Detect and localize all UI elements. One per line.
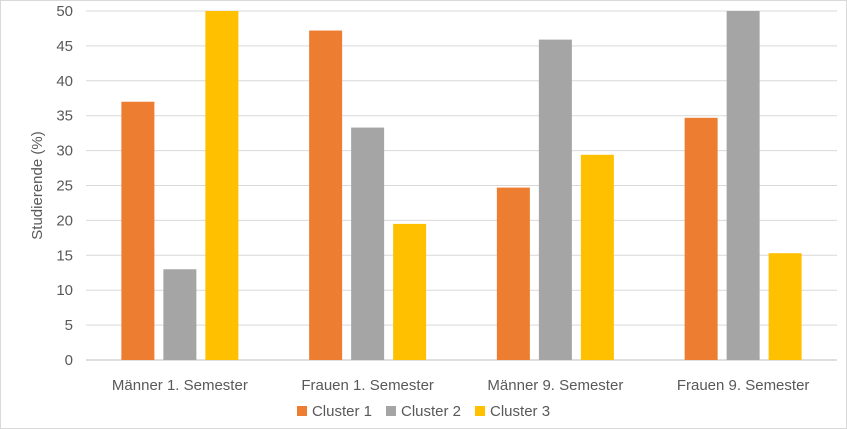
- legend-item: Cluster 2: [385, 402, 462, 420]
- y-tick-label: 10: [56, 282, 73, 299]
- y-tick-label: 40: [56, 73, 73, 90]
- bar: [684, 117, 718, 360]
- y-tick-label: 20: [56, 212, 73, 229]
- y-tick-label: 35: [56, 108, 73, 125]
- legend-label: Cluster 2: [400, 402, 462, 420]
- bar: [163, 269, 197, 360]
- x-tick-label: Männer 1. Semester: [112, 377, 248, 394]
- bar: [496, 187, 530, 360]
- y-tick-label: 25: [56, 178, 73, 195]
- y-tick-label: 15: [56, 247, 73, 264]
- x-tick-label: Männer 9. Semester: [487, 377, 623, 394]
- y-axis-title: Studierende (%): [29, 131, 46, 239]
- legend-item: Cluster 3: [475, 403, 550, 420]
- legend-label: Cluster 1: [311, 402, 372, 420]
- legend-swatch: [296, 406, 307, 416]
- bar: [351, 127, 385, 360]
- legend-item: Cluster 1: [296, 402, 372, 420]
- bar: [393, 223, 427, 360]
- legend-swatch: [385, 406, 396, 416]
- y-tick-label: 50: [56, 3, 73, 20]
- legend-swatch: [475, 406, 486, 416]
- legend: Cluster 1 Cluster 2 Cluster 3: [1, 401, 846, 421]
- bar: [205, 11, 239, 360]
- y-tick-label: 5: [65, 317, 73, 334]
- y-tick-label: 0: [65, 352, 73, 369]
- bar: [309, 30, 343, 360]
- y-tick-label: 45: [56, 38, 73, 55]
- bar: [726, 11, 760, 360]
- legend-label: Cluster 3: [490, 402, 551, 420]
- bar: [768, 253, 802, 360]
- y-tick-label: 30: [56, 143, 73, 160]
- bar: [538, 39, 572, 360]
- x-tick-label: Frauen 9. Semester: [677, 377, 810, 394]
- bar: [580, 154, 614, 360]
- bar: [121, 101, 155, 361]
- x-tick-label: Frauen 1. Semester: [301, 377, 434, 394]
